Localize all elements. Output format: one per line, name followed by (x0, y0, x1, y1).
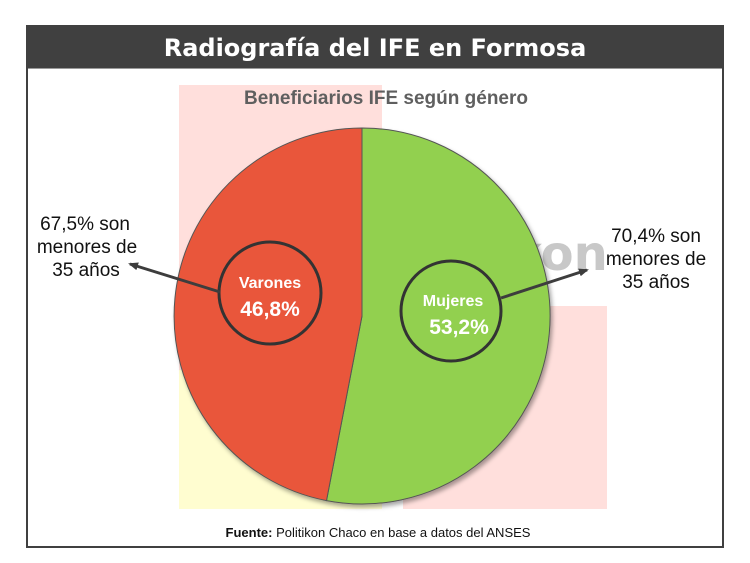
mujeres-value: 53,2% (429, 316, 489, 339)
left-note-line-1: 67,5% son (40, 214, 130, 235)
right-note: 70,4% son menores de 35 años (606, 226, 706, 293)
left-note: 67,5% son menores de 35 años (37, 214, 137, 281)
mujeres-label: Mujeres (423, 293, 484, 310)
source-note: Fuente: Politikon Chaco en base a datos … (226, 525, 531, 540)
mujeres-callout-circle (399, 259, 503, 363)
right-note-line-2: menores de (606, 249, 706, 270)
chart-subtitle: Beneficiarios IFE según género (244, 88, 528, 109)
source-text: Politikon Chaco en base a datos del ANSE… (272, 525, 530, 540)
source-label: Fuente: (226, 525, 273, 540)
right-note-line-1: 70,4% son (611, 226, 701, 247)
left-note-line-2: menores de (37, 237, 137, 258)
infographic-title: Radiografía del IFE en Formosa (28, 27, 722, 69)
right-arrow (500, 268, 589, 300)
varones-value: 46,8% (240, 298, 300, 321)
pie-group (173, 127, 551, 505)
right-note-line-3: 35 años (622, 272, 690, 293)
slice-mujeres (325, 127, 551, 505)
left-note-line-3: 35 años (52, 260, 120, 281)
slice-varones (173, 127, 363, 502)
varones-label: Varones (239, 275, 301, 292)
left-arrow (128, 262, 221, 294)
